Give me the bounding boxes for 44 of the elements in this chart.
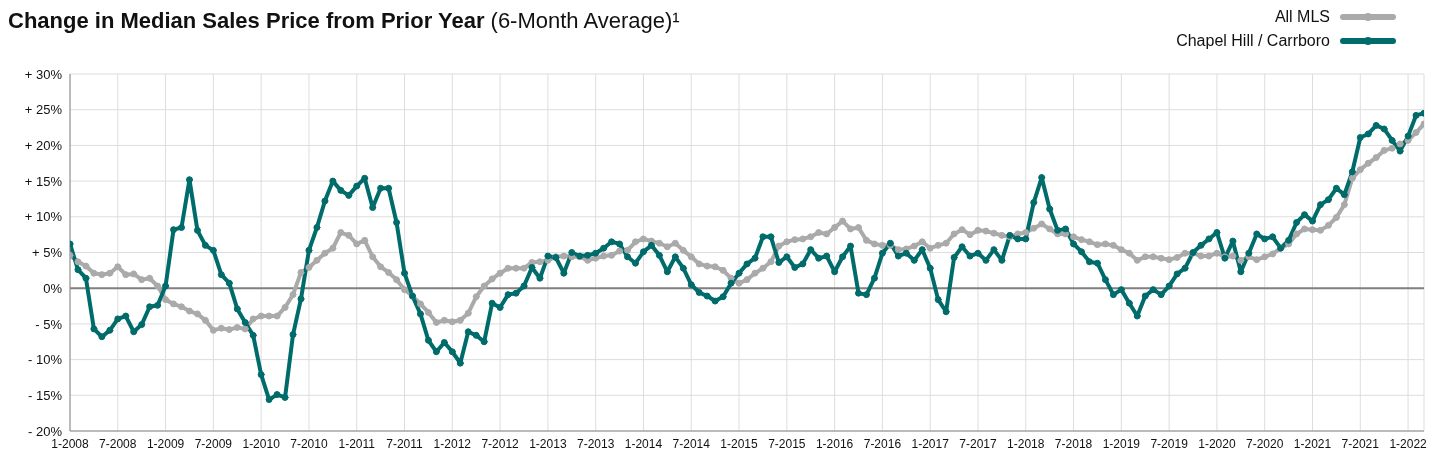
x-tick-label: 7-2010	[290, 436, 328, 451]
x-tick-label: 7-2019	[1150, 436, 1189, 451]
x-tick-label: 1-2021	[1293, 436, 1332, 451]
x-tick-label: 7-2016	[863, 436, 902, 451]
legend-label: All MLS	[1274, 8, 1330, 26]
x-tick-label: 1-2019	[1102, 436, 1141, 451]
x-tick-label: 7-2011	[386, 436, 424, 451]
x-tick-label: 1-2010	[242, 436, 281, 451]
legend-label: Chapel Hill / Carrboro	[1176, 32, 1330, 50]
y-tick-label: + 15%	[24, 173, 63, 189]
x-tick-label: 7-2015	[768, 436, 806, 451]
x-tick-label: 7-2014	[672, 436, 711, 451]
chart-subtitle: (6-Month Average)¹	[490, 8, 680, 33]
chart-title: Change in Median Sales Price from Prior Year	[8, 8, 485, 33]
x-tick-label: 1-2011	[338, 436, 376, 451]
x-tick-label: 7-2008	[99, 436, 137, 451]
x-tick-label: 7-2012	[481, 436, 520, 451]
y-tick-label: 0%	[43, 280, 63, 296]
y-tick-label: + 30%	[24, 66, 63, 82]
x-tick-label: 7-2009	[194, 436, 233, 451]
y-tick-label: - 5%	[35, 316, 63, 332]
x-tick-label: 1-2017	[911, 436, 950, 451]
x-tick-label: 7-2020	[1246, 436, 1284, 451]
x-tick-label: 7-2017	[959, 436, 997, 451]
y-tick-label: + 25%	[24, 102, 63, 118]
y-tick-label: + 10%	[24, 209, 63, 225]
y-tick-label: - 20%	[28, 423, 63, 439]
x-tick-label: 7-2013	[576, 436, 615, 451]
x-tick-label: 7-2018	[1054, 436, 1093, 451]
x-tick-label: 7-2021	[1341, 436, 1380, 451]
x-tick-label: 1-2013	[529, 436, 567, 451]
x-tick-label: 1-2014	[624, 436, 663, 451]
x-tick-label: 1-2022	[1389, 436, 1428, 451]
y-tick-label: - 10%	[28, 352, 63, 368]
x-tick-label: 1-2016	[815, 436, 854, 451]
x-tick-label: 1-2009	[146, 436, 185, 451]
y-tick-label: + 5%	[32, 245, 63, 261]
y-tick-label: - 15%	[28, 387, 63, 403]
y-tick-label: + 20%	[24, 138, 63, 154]
x-tick-label: 1-2008	[51, 436, 89, 451]
x-tick-label: 1-2018	[1007, 436, 1045, 451]
x-tick-label: 1-2015	[720, 436, 759, 451]
x-tick-label: 1-2020	[1198, 436, 1236, 451]
x-tick-label: 1-2012	[433, 436, 472, 451]
